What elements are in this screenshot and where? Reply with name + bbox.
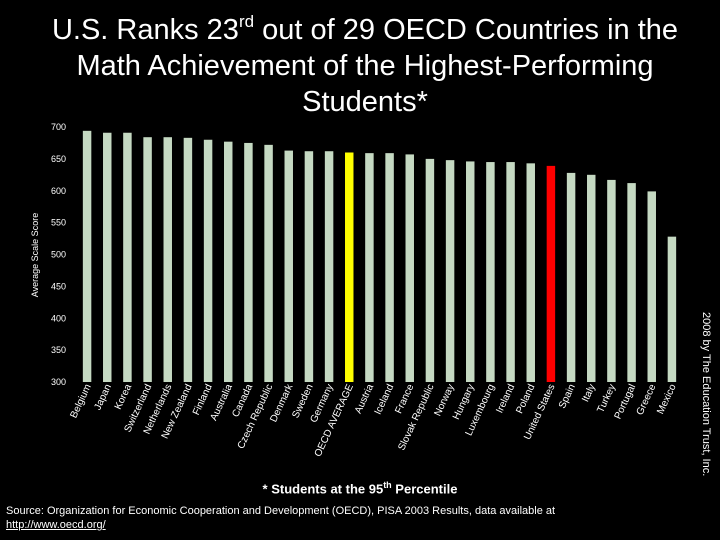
bars [82,130,677,383]
y-tick-label: 700 [51,122,66,132]
source-note: Source: Organization for Economic Cooper… [6,504,646,532]
bar-slovak-republic [425,158,435,383]
footnote-superscript: th [383,480,392,490]
bar-italy [587,174,596,382]
x-tick-label: Korea [113,382,134,411]
bar-austria [365,153,374,382]
y-tick-label: 450 [51,281,66,291]
bar-turkey [607,179,616,382]
bar-greece [647,191,656,382]
bar-czech-republic [264,144,273,382]
bar-canada [244,142,253,382]
bar-korea [123,132,132,382]
bar-switzerland [143,137,152,382]
y-tick-label: 550 [51,218,66,228]
footnote: * Students at the 95th Percentile [0,480,720,496]
bar-new-zealand [183,137,193,382]
x-tick-label: Spain [557,383,578,411]
x-tick-label: Italy [580,383,598,404]
x-axis-labels: BelgiumJapanKoreaSwitzerlandNetherlandsN… [69,382,679,459]
y-tick-label: 350 [51,345,66,355]
bar-finland [203,139,213,382]
x-tick-label: Belgium [69,383,94,420]
title-part-1: U.S. Ranks 23 [51,14,239,46]
bar-france [405,154,414,382]
bar-spain [566,172,576,382]
bar-luxembourg [486,162,495,382]
bar-iceland [385,153,394,382]
bar-oecd-average [345,152,354,382]
bar-netherlands [163,137,172,382]
bar-portugal [627,183,636,382]
bar-united-states [546,165,556,382]
y-axis-ticks: 300 350 400 450 500 550 600 650 700 [51,122,66,387]
bar-germany [324,151,334,382]
title-part-2: out of 29 OECD Countries in the Math Ach… [76,14,679,118]
source-text: Source: Organization for Economic Cooper… [6,505,556,517]
bar-ireland [506,162,515,382]
bar-sweden [304,151,314,382]
footnote-tail: Percentile [391,481,458,497]
title-superscript: rd [238,12,255,31]
x-tick-label: Japan [92,383,113,412]
bar-japan [103,132,112,382]
bar-norway [445,160,455,382]
bar-australia [224,141,233,382]
y-tick-label: 300 [51,377,66,387]
bar-poland [526,163,535,382]
bar-denmark [284,150,293,382]
y-tick-label: 500 [51,250,66,260]
bar-belgium [82,130,92,382]
footnote-text: * Students at the 95 [262,481,384,497]
y-tick-label: 600 [51,186,66,196]
y-tick-label: 650 [51,154,66,164]
x-tick-label: Mexico [655,382,679,416]
bar-mexico [667,236,677,382]
y-tick-label: 400 [51,313,66,323]
copyright-notice: 2008 by The Education Trust, Inc. [700,312,712,477]
bar-hungary [466,161,475,382]
chart-title: U.S. Ranks 23rd out of 29 OECD Countries… [30,12,700,120]
y-axis-label: Average Scale Score [30,213,40,297]
source-link[interactable]: http://www.oecd.org/ [6,519,106,531]
